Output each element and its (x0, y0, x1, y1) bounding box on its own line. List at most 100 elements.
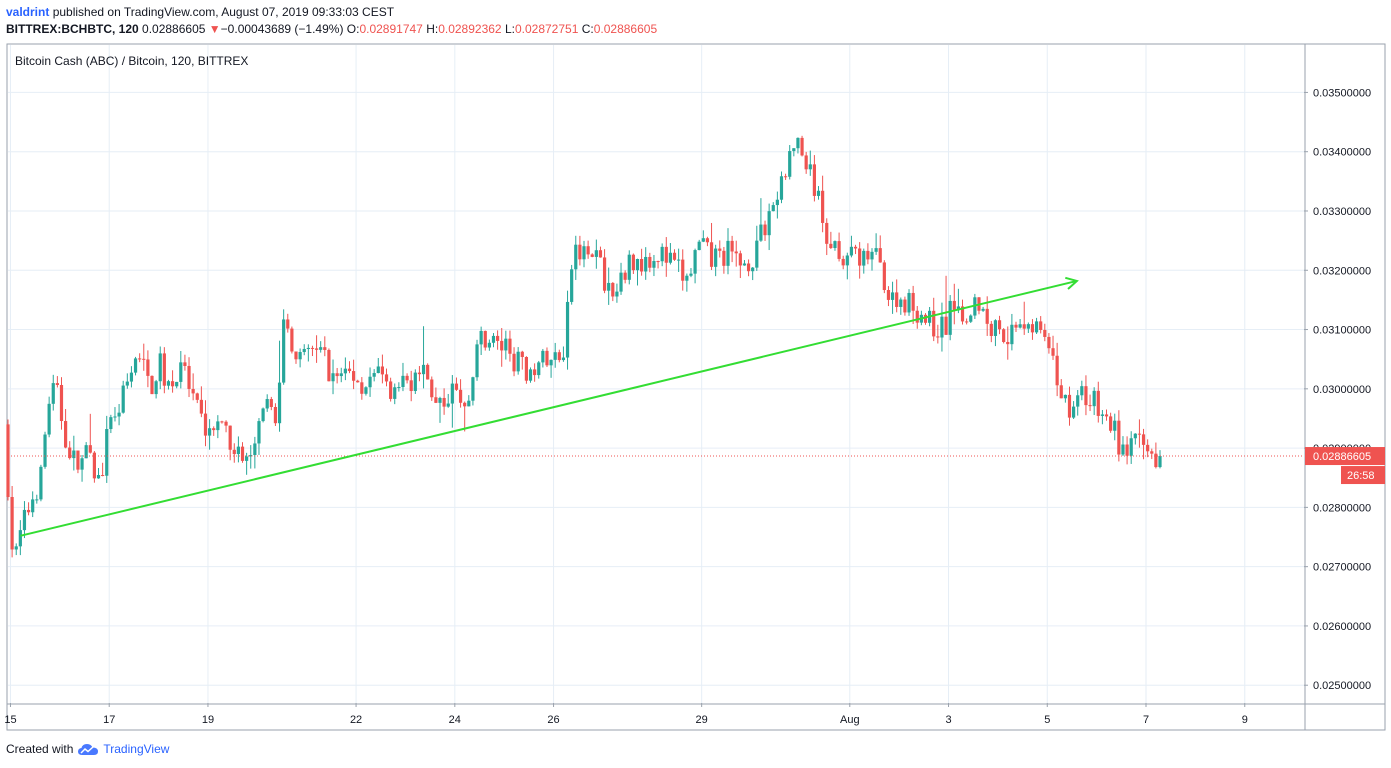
candle (1030, 319, 1035, 340)
candle (286, 313, 290, 333)
candle-body (105, 429, 109, 476)
candle-body (870, 251, 874, 260)
candle-body (1129, 438, 1133, 456)
candle (191, 373, 195, 401)
candle (1088, 394, 1092, 412)
candle (265, 394, 269, 412)
candle (417, 366, 422, 382)
candle-body (640, 258, 644, 272)
price-tick-label: 0.02600000 (1313, 621, 1371, 633)
candle (689, 268, 693, 278)
candle-body (39, 466, 43, 500)
candle-body (759, 224, 763, 241)
candle-body (660, 246, 664, 262)
candle (792, 148, 796, 157)
candle (80, 454, 84, 482)
candle-body (874, 248, 878, 252)
price-tick-label: 0.03500000 (1313, 87, 1371, 99)
candle (471, 376, 475, 406)
candle (742, 260, 747, 266)
candle-body (903, 299, 907, 313)
candle-body (1026, 324, 1030, 329)
candle-body (273, 406, 278, 424)
candle (965, 318, 969, 325)
candle (533, 363, 537, 382)
price-tick-label: 0.03000000 (1313, 384, 1371, 396)
candle (166, 379, 171, 390)
candle (759, 198, 763, 242)
candle-body (705, 238, 710, 243)
candle (598, 246, 603, 258)
candle (549, 359, 553, 378)
candle-body (88, 445, 92, 453)
candle-body (1104, 414, 1109, 417)
candle-body (1117, 420, 1121, 455)
candle-body (294, 351, 298, 360)
candle-body (1014, 324, 1018, 328)
candle-body (516, 351, 520, 372)
candle (590, 253, 594, 258)
candle (866, 243, 870, 265)
candle (520, 350, 524, 370)
candle (932, 297, 936, 342)
countdown-badge (1341, 466, 1385, 485)
candle-body (528, 369, 533, 381)
candle-body (969, 315, 973, 322)
candle-body (80, 458, 84, 470)
tradingview-link[interactable]: TradingView (103, 742, 170, 756)
author-link[interactable]: valdrint (6, 5, 50, 19)
candle (1063, 394, 1067, 403)
candle-body (779, 176, 784, 200)
price-tick-label: 0.03200000 (1313, 265, 1371, 277)
candle-body (360, 382, 364, 394)
candle-body (471, 377, 475, 401)
candle (203, 400, 208, 447)
candle-body (368, 376, 372, 388)
candle-body (72, 450, 76, 459)
candle (430, 376, 434, 401)
candle-body (1100, 414, 1104, 416)
candle-body (323, 347, 327, 350)
candle (907, 289, 911, 316)
candle-body (409, 380, 413, 392)
candle (804, 151, 808, 174)
candle-body (43, 434, 47, 467)
candle (508, 330, 512, 362)
candle-body (1158, 456, 1162, 468)
last-price: 0.02886605 (142, 22, 206, 36)
candle-body (681, 259, 685, 281)
candle-body (549, 359, 553, 366)
candle-body (401, 375, 405, 388)
candle-body (812, 164, 816, 196)
candle-body (561, 357, 566, 361)
candle (1137, 419, 1142, 448)
candle (1076, 389, 1080, 416)
countdown-label: 26:58 (1347, 470, 1375, 482)
candle-body (121, 385, 125, 413)
candle (450, 375, 454, 428)
candle (183, 354, 187, 371)
candle-body (18, 530, 22, 547)
candle (677, 248, 681, 272)
candle-body (882, 262, 886, 291)
candle (882, 260, 886, 294)
candle (109, 414, 113, 434)
candle-body (224, 421, 228, 426)
candle (302, 344, 306, 356)
candle (105, 415, 109, 483)
candle (154, 379, 158, 399)
candle-body (306, 347, 310, 349)
candle (496, 330, 500, 350)
candle (1133, 433, 1137, 445)
candle (1121, 436, 1125, 456)
candle (261, 407, 265, 423)
candle (491, 333, 496, 348)
candle-body (475, 344, 479, 378)
candle-body (463, 402, 467, 407)
candle (853, 244, 858, 255)
time-tick-label: 15 (4, 714, 16, 726)
candle (858, 242, 862, 279)
candle-body (956, 306, 960, 311)
candle-body (627, 254, 631, 280)
